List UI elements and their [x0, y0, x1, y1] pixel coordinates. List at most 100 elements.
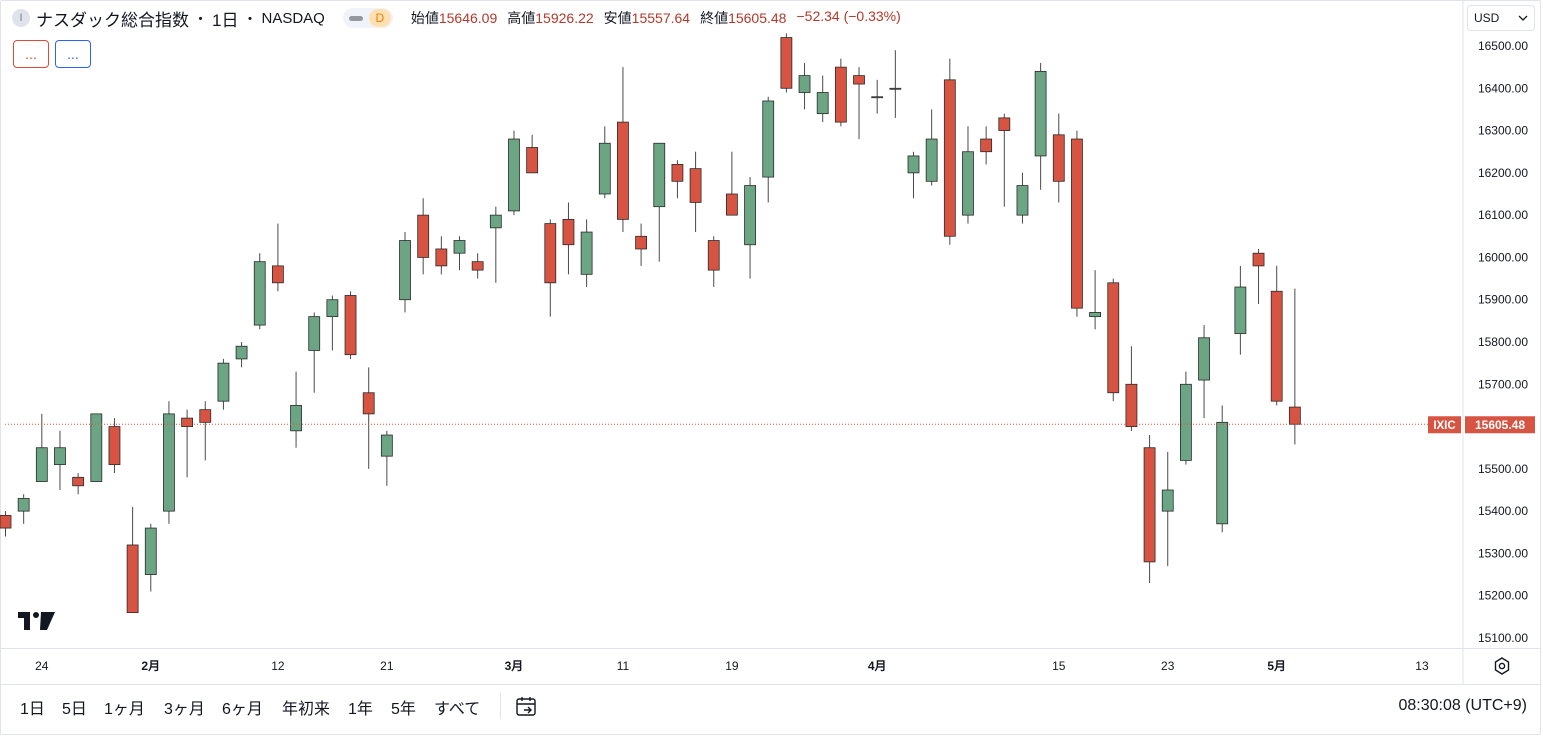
- candle-down: [834, 66, 847, 123]
- candle-up: [1016, 185, 1029, 216]
- timezone-clock[interactable]: 08:30:08 (UTC+9): [1398, 697, 1527, 714]
- close-value: 15605.48: [728, 10, 787, 26]
- low-label: 安値: [603, 10, 632, 26]
- candle-down: [707, 240, 720, 271]
- last-price-label: 15605.48: [1475, 418, 1525, 432]
- candle-down: [1252, 252, 1265, 267]
- data-delay-badge: D: [368, 9, 391, 27]
- candle-up: [816, 92, 829, 115]
- candle-down: [780, 37, 793, 89]
- ohlc-values: 始値15646.09 高値15926.22 安値15557.64 終値15605…: [411, 8, 901, 28]
- candle-down: [689, 168, 702, 203]
- y-tick-label: 15400.00: [1478, 504, 1528, 518]
- range-1y-button[interactable]: 1年: [348, 701, 373, 718]
- candle-up: [308, 316, 321, 351]
- candle-down: [344, 295, 357, 356]
- candle-down: [853, 75, 865, 85]
- axis-settings-button[interactable]: [1492, 656, 1512, 681]
- candle-down: [1125, 383, 1138, 427]
- range-1m-button[interactable]: 1ヶ月: [104, 701, 145, 718]
- candle-down: [1288, 406, 1301, 425]
- change-value: −52.34 (−0.33%): [796, 8, 901, 24]
- candle-down: [726, 193, 738, 216]
- candle-down: [1107, 282, 1120, 394]
- range-5y-button[interactable]: 5年: [391, 701, 416, 718]
- y-tick-label: 16200.00: [1478, 166, 1528, 180]
- range-1d-button[interactable]: 1日: [20, 701, 45, 718]
- currency-select[interactable]: USD: [1467, 5, 1535, 31]
- candle-down: [635, 235, 647, 250]
- candle-down: [617, 121, 629, 220]
- high-label: 高値: [507, 10, 536, 26]
- candle-up: [90, 413, 103, 482]
- candle-down: [1143, 447, 1156, 563]
- candle-up: [653, 142, 666, 208]
- candle-up: [1180, 383, 1192, 461]
- symbol-tag-label: IXIC: [1433, 420, 1455, 432]
- range-ytd-button[interactable]: 年初来: [282, 701, 331, 718]
- bottom-toolbar: 1日 5日 1ヶ月 3ヶ月 6ヶ月 年初来 1年 5年 すべて 08:30:08…: [0, 684, 1541, 728]
- y-tick-label: 16500.00: [1478, 39, 1528, 53]
- indicator-button-2[interactable]: ...: [55, 40, 91, 68]
- x-tick-label: 13: [1415, 659, 1429, 673]
- currency-label: USD: [1474, 11, 1500, 25]
- candle-up: [1234, 286, 1247, 334]
- candle-down: [181, 417, 194, 427]
- y-tick-label: 15500.00: [1478, 462, 1528, 476]
- indicator-button-1[interactable]: ...: [13, 40, 49, 68]
- candle-up: [35, 447, 48, 482]
- toolbar-divider: [500, 693, 501, 719]
- x-tick-label: 11: [617, 659, 630, 673]
- x-tick-label: 5月: [1267, 659, 1286, 673]
- low-value: 15557.64: [631, 10, 691, 26]
- x-tick-label: 24: [35, 659, 49, 673]
- candle-down: [526, 147, 539, 174]
- candle-up: [1034, 70, 1047, 157]
- x-tick-label: 21: [380, 659, 394, 673]
- y-tick-label: 16000.00: [1478, 250, 1528, 264]
- symbol-legend: I ナスダック総合指数 ・ 1日 ・ NASDAQ D 始値15646.09 高…: [12, 6, 901, 30]
- y-tick-label: 16100.00: [1478, 208, 1528, 222]
- candle-up: [1216, 421, 1229, 525]
- candle-up: [889, 87, 902, 90]
- candle-down: [362, 392, 375, 415]
- range-5d-button[interactable]: 5日: [62, 701, 87, 718]
- range-3m-button[interactable]: 3ヶ月: [164, 701, 205, 718]
- candle-up: [54, 447, 66, 466]
- y-tick-label: 15800.00: [1478, 335, 1528, 349]
- candle-up: [798, 75, 811, 93]
- open-label: 始値: [410, 10, 439, 26]
- calendar-icon: [516, 697, 536, 716]
- x-tick-label: 23: [1161, 659, 1175, 673]
- candle-up: [598, 142, 611, 195]
- candle-down: [417, 214, 430, 258]
- go-to-date-button[interactable]: [514, 695, 540, 724]
- candle-up: [1198, 337, 1210, 381]
- interval-label[interactable]: 1日: [212, 10, 239, 30]
- candle-up: [744, 185, 756, 246]
- candle-up: [580, 231, 593, 275]
- open-value: 15646.09: [438, 10, 498, 26]
- market-status-badge[interactable]: D: [342, 8, 393, 28]
- candlestick-chart[interactable]: 15100.00 15200.00 15300.00 15400.00 15500.00…: [0, 0, 1543, 684]
- title-separator-2: ・: [242, 10, 258, 28]
- symbol-logo[interactable]: I: [12, 9, 30, 27]
- exchange-label[interactable]: NASDAQ: [261, 9, 325, 27]
- candle-up: [399, 240, 411, 301]
- candle-up: [17, 498, 30, 512]
- candle-down: [562, 218, 575, 246]
- candle-up: [217, 362, 230, 402]
- close-label: 終値: [700, 10, 729, 26]
- candle-up: [1089, 311, 1101, 318]
- candle-up: [962, 151, 974, 216]
- range-all-button[interactable]: すべて: [434, 701, 481, 718]
- title-separator: ・: [193, 10, 209, 28]
- candle-down: [998, 117, 1011, 131]
- candle-up: [453, 240, 466, 254]
- tradingview-logo[interactable]: [18, 612, 55, 630]
- candle-up: [508, 138, 520, 212]
- candle-up: [871, 96, 884, 99]
- symbol-title[interactable]: ナスダック総合指数: [36, 10, 189, 30]
- range-6m-button[interactable]: 6ヶ月: [222, 701, 263, 718]
